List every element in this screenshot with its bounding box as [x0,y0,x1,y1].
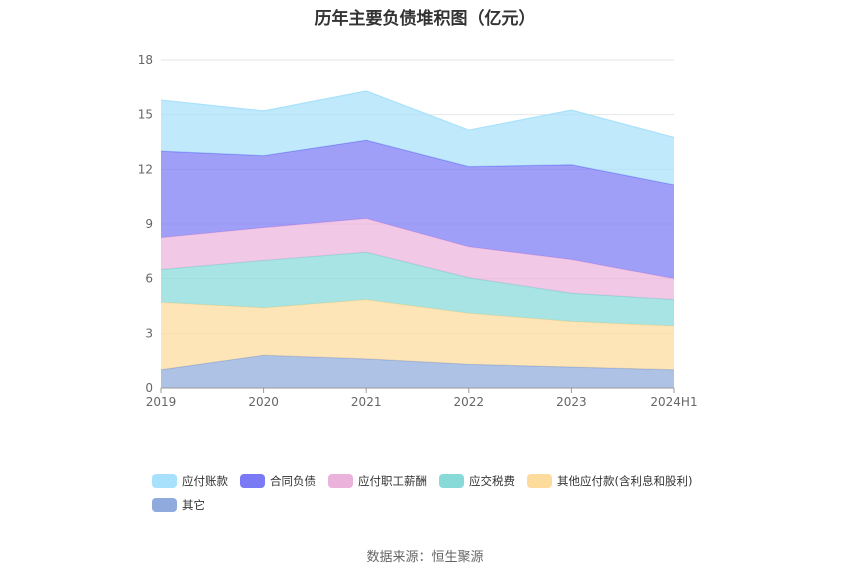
legend-swatch [240,474,265,488]
legend-swatch [328,474,353,488]
legend-label: 合同负债 [270,474,316,488]
legend-item[interactable]: 应付账款 [152,472,228,490]
area-series-line-5 [160,90,675,139]
legend-item[interactable]: 应交税费 [439,472,515,490]
y-tick-label: 3 [145,326,153,340]
area-series-1 [161,299,674,370]
legend-label: 其他应付款(含利息和股利) [557,474,693,488]
x-tick-label: 2024H1 [650,395,697,409]
legend: 应付账款 合同负债 应付职工薪酬 应交税费 其他应付款(含利息和股利) 其它 [152,472,722,514]
y-tick-label: 15 [138,108,153,122]
area-series [160,90,675,388]
legend-swatch [527,474,552,488]
chart-title: 历年主要负债堆积图（亿元） [314,9,536,29]
legend-swatch [152,474,177,488]
legend-label: 应付职工薪酬 [358,474,427,488]
area-series-2 [161,252,674,327]
area-series-4 [161,140,674,279]
area-series-0 [161,355,674,388]
y-tick-label: 12 [138,162,153,176]
data-source: 数据来源：恒生聚源 [366,550,484,565]
legend-item[interactable]: 其他应付款(含利息和股利) [527,472,692,490]
area-series-5 [161,90,674,185]
x-tick-label: 2023 [556,395,587,409]
legend-swatch [152,498,177,512]
x-tick-label: 2022 [454,395,485,409]
legend-swatch [439,474,464,488]
legend-item[interactable]: 合同负债 [240,472,316,490]
x-tick-label: 2019 [146,395,177,409]
y-tick-label: 9 [145,217,153,231]
y-tick-label: 6 [145,272,153,286]
legend-item[interactable]: 其它 [152,496,205,514]
x-tick-label: 2020 [248,395,279,409]
y-tick-label: 0 [145,381,153,395]
y-tick-label: 18 [138,53,153,67]
legend-label: 应交税费 [469,474,515,488]
x-tick-label: 2021 [351,395,382,409]
legend-label: 应付账款 [182,474,228,488]
axes: 0 3 6 9 12 15 18 2019 2020 2021 2022 2023 2024H1 [138,53,698,409]
legend-label: 其它 [182,498,205,512]
area-series-3 [161,218,674,300]
legend-item[interactable]: 应付职工薪酬 [328,472,427,490]
